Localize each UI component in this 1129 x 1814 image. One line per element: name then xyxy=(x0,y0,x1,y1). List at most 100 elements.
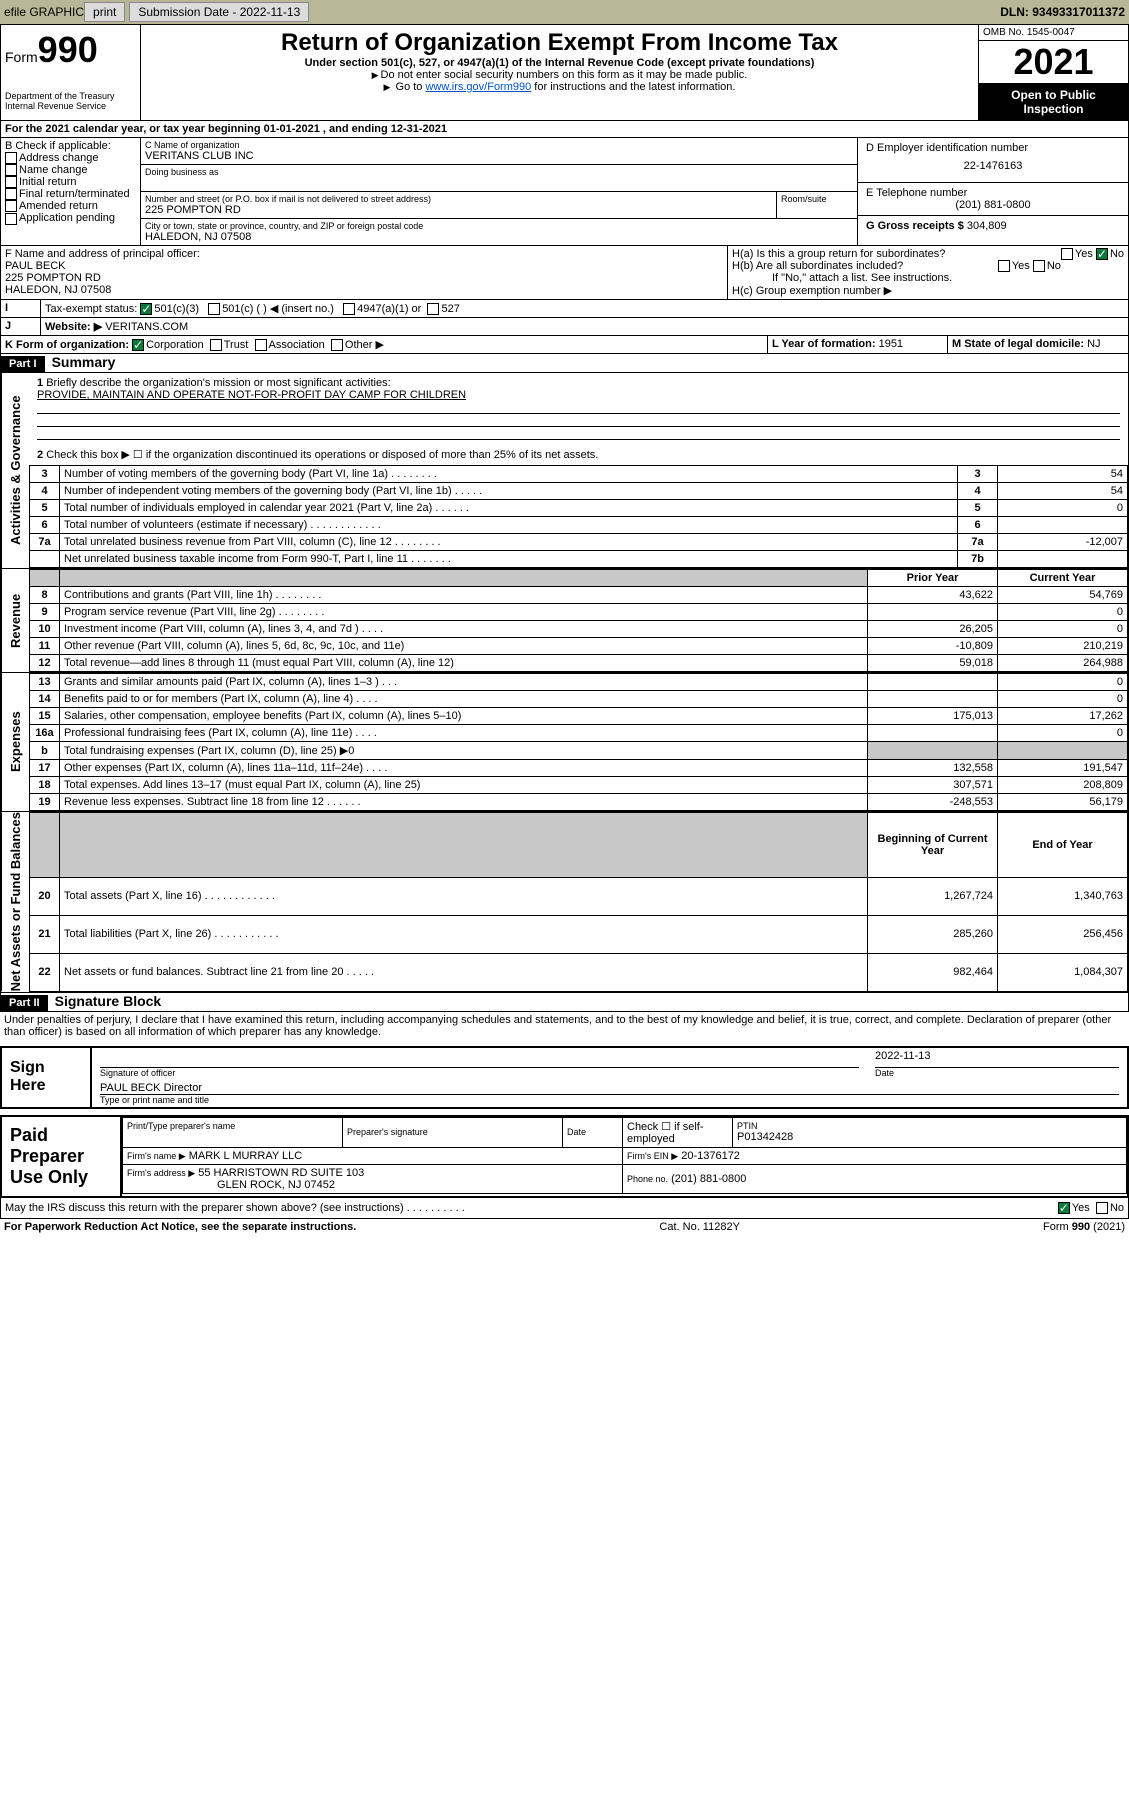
chk-other[interactable] xyxy=(331,339,343,351)
goto-prefix: Go to xyxy=(396,81,426,93)
yes-label: Yes xyxy=(1072,1202,1090,1214)
dln-label: DLN: 93493317011372 xyxy=(1000,5,1125,19)
line2-text: Check this box ▶ ☐ if the organization d… xyxy=(46,449,598,461)
chk-initial[interactable]: Initial return xyxy=(5,176,136,188)
part2-label: Part II xyxy=(1,995,48,1011)
prep-date-hdr: Date xyxy=(567,1127,618,1137)
subtitle-3: Go to www.irs.gov/Form990 for instructio… xyxy=(145,81,974,93)
efile-label: efile GRAPHIC xyxy=(4,5,84,19)
opt-final: Final return/terminated xyxy=(19,188,130,200)
chk-amended[interactable]: Amended return xyxy=(5,200,136,212)
box-l-label: L Year of formation: xyxy=(772,338,876,350)
box-f-label: F Name and address of principal officer: xyxy=(5,248,723,260)
chk-final[interactable]: Final return/terminated xyxy=(5,188,136,200)
form990-link[interactable]: www.irs.gov/Form990 xyxy=(425,81,531,93)
chk-discuss-no[interactable] xyxy=(1096,1202,1108,1214)
chk-corp[interactable] xyxy=(132,339,144,351)
room-suite: Room/suite xyxy=(777,192,857,218)
addr-label: Number and street (or P.O. box if mail i… xyxy=(145,194,772,204)
line-a: For the 2021 calendar year, or tax year … xyxy=(0,121,1129,138)
subtitle-1: Under section 501(c), 527, or 4947(a)(1)… xyxy=(145,57,974,69)
opt-initial: Initial return xyxy=(19,176,76,188)
vlabel-net: Net Assets or Fund Balances xyxy=(1,812,29,991)
klm-row: K Form of organization: Corporation Trus… xyxy=(0,336,1129,354)
self-employed: Check ☐ if self-employed xyxy=(623,1117,733,1147)
part1-title: Summary xyxy=(52,354,116,370)
chk-address-change[interactable]: Address change xyxy=(5,152,136,164)
paid-preparer-box: Paid Preparer Use Only Print/Type prepar… xyxy=(0,1115,1129,1198)
discuss-text: May the IRS discuss this return with the… xyxy=(5,1202,1058,1214)
527: 527 xyxy=(441,303,459,315)
officer-addr2: HALEDON, NJ 07508 xyxy=(5,284,723,296)
footer: For Paperwork Reduction Act Notice, see … xyxy=(0,1219,1129,1235)
h-c: H(c) Group exemption number ▶ xyxy=(732,284,1124,297)
form-ref: Form 990 (2021) xyxy=(1043,1221,1125,1233)
revenue-section: Revenue Prior YearCurrent Year8Contribut… xyxy=(0,569,1129,673)
ein-value: 22-1476163 xyxy=(866,154,1120,178)
form-header: Form990 Department of the Treasury Inter… xyxy=(0,24,1129,121)
chk-501c3[interactable] xyxy=(140,303,152,315)
opt-name: Name change xyxy=(19,164,88,176)
vlabel-revenue: Revenue xyxy=(1,569,29,672)
org-city: HALEDON, NJ 07508 xyxy=(145,231,853,243)
ptin-label: PTIN xyxy=(737,1121,1122,1131)
chk-discuss-yes[interactable] xyxy=(1058,1202,1070,1214)
omb-number: OMB No. 1545-0047 xyxy=(979,25,1128,41)
expenses-table: 13Grants and similar amounts paid (Part … xyxy=(29,673,1128,811)
chk-527[interactable] xyxy=(427,303,439,315)
line1-label: Briefly describe the organization's miss… xyxy=(46,377,390,389)
entity-info-row: B Check if applicable: Address change Na… xyxy=(0,138,1129,246)
chk-pending[interactable]: Application pending xyxy=(5,212,136,224)
print-button[interactable]: print xyxy=(84,2,125,22)
ha-text: H(a) Is this a group return for subordin… xyxy=(732,248,945,260)
officer-addr1: 225 POMPTON RD xyxy=(5,272,723,284)
firm-ein: 20-1376172 xyxy=(681,1150,740,1162)
prep-phone-label: Phone no. xyxy=(627,1174,668,1184)
no-label: No xyxy=(1110,1202,1124,1214)
vlabel-expenses: Expenses xyxy=(1,673,29,811)
chk-501c[interactable] xyxy=(208,303,220,315)
type-name-label: Type or print name and title xyxy=(100,1095,1119,1105)
h-note: If "No," attach a list. See instructions… xyxy=(732,272,1124,284)
org-address: 225 POMPTON RD xyxy=(145,204,772,216)
h-b: H(b) Are all subordinates included? Yes … xyxy=(732,260,1124,272)
tax-year-line: For the 2021 calendar year, or tax year … xyxy=(1,121,1128,137)
net-assets-table: Beginning of Current YearEnd of Year20To… xyxy=(29,812,1128,991)
sig-officer-label: Signature of officer xyxy=(100,1068,859,1078)
officer-name: PAUL BECK xyxy=(5,260,723,272)
chk-trust[interactable] xyxy=(210,339,222,351)
firm-name: MARK L MURRAY LLC xyxy=(189,1150,303,1162)
chk-name-change[interactable]: Name change xyxy=(5,164,136,176)
form-990: 990 xyxy=(38,29,98,70)
org-name: VERITANS CLUB INC xyxy=(145,150,853,162)
501c: 501(c) ( ) ◀ (insert no.) xyxy=(222,303,334,315)
firm-addr2: GLEN ROCK, NJ 07452 xyxy=(127,1179,335,1191)
vlabel-governance: Activities & Governance xyxy=(1,373,29,568)
website-row: J Website: ▶ VERITANS.COM xyxy=(0,318,1129,336)
ein-label: D Employer identification number xyxy=(866,142,1120,154)
opt-amended: Amended return xyxy=(19,200,98,212)
k-other: Other ▶ xyxy=(345,339,384,351)
submission-date-button[interactable]: Submission Date - 2022-11-13 xyxy=(129,2,309,22)
paid-preparer-label: Paid Preparer Use Only xyxy=(2,1117,122,1196)
part1-label: Part I xyxy=(1,356,45,372)
form-title: Return of Organization Exempt From Incom… xyxy=(145,29,974,57)
chk-assoc[interactable] xyxy=(255,339,267,351)
subtitle-2: Do not enter social security numbers on … xyxy=(145,69,974,81)
expenses-section: Expenses 13Grants and similar amounts pa… xyxy=(0,673,1129,812)
sign-here-label: Sign Here xyxy=(2,1048,92,1107)
firm-addr-label: Firm's address ▶ xyxy=(127,1168,195,1178)
net-assets-section: Net Assets or Fund Balances Beginning of… xyxy=(0,812,1129,992)
tax-status-label: Tax-exempt status: xyxy=(45,303,137,315)
k-corp: Corporation xyxy=(146,339,203,351)
chk-4947[interactable] xyxy=(343,303,355,315)
501c3: 501(c)(3) xyxy=(154,303,199,315)
governance-table: 3Number of voting members of the governi… xyxy=(29,465,1128,568)
date-label: Date xyxy=(875,1068,1119,1078)
firm-ein-label: Firm's EIN ▶ xyxy=(627,1151,678,1161)
pra-notice: For Paperwork Reduction Act Notice, see … xyxy=(4,1221,356,1233)
state-domicile: NJ xyxy=(1087,338,1100,350)
discuss-row: May the IRS discuss this return with the… xyxy=(0,1198,1129,1219)
part1-header: Part I Summary xyxy=(0,354,1129,373)
status-row: I Tax-exempt status: 501(c)(3) 501(c) ( … xyxy=(0,300,1129,318)
